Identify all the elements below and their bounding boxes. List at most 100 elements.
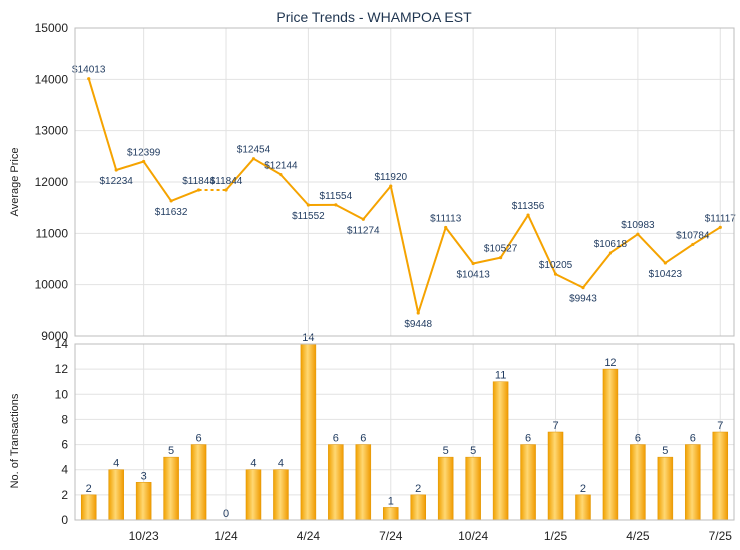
price-labels: $14013 $12234 $12399 $11632 $11844$11844 $124… (72, 65, 736, 330)
price-point-label: $11844 (182, 176, 215, 187)
price-line (87, 78, 721, 314)
price-point (389, 184, 393, 188)
price-point-label: $10423 (649, 269, 683, 280)
price-point-label: $12399 (127, 148, 161, 159)
transactions-y-tick-label: 4 (61, 463, 68, 477)
price-point-label: $9448 (404, 319, 432, 330)
price-y-tick-label: 9000 (41, 329, 68, 343)
transaction-bar-label: 2 (580, 483, 586, 495)
price-point (361, 217, 365, 221)
price-point (499, 256, 503, 260)
price-y-tick-label: 14000 (35, 72, 69, 86)
price-line-segment (692, 226, 721, 246)
price-point-label: $10618 (594, 239, 628, 250)
price-point-label: $12144 (264, 161, 298, 172)
transaction-bar (245, 469, 262, 521)
price-axis-title: Average Price (9, 148, 21, 217)
transaction-bar-label: 7 (717, 420, 723, 432)
price-line-segment (335, 204, 364, 221)
price-point (334, 203, 338, 207)
price-line-segment (472, 256, 501, 265)
price-point (444, 225, 448, 230)
transaction-bar-label: 4 (250, 458, 256, 470)
transaction-bar (328, 444, 344, 521)
transaction-bar (712, 431, 729, 521)
price-y-tick-label: 13000 (35, 124, 69, 138)
transaction-bar-label: 3 (141, 470, 147, 482)
price-point-label: $11844 (210, 176, 243, 187)
transaction-bar (135, 482, 152, 521)
transactions-y-tick-label: 12 (55, 362, 69, 376)
price-point (169, 199, 173, 203)
transaction-bar-label: 6 (635, 433, 641, 445)
price-point (718, 225, 722, 229)
transactions-y-ticks: 0 2 4 6 8 10 12 14 (55, 337, 69, 527)
price-line-segment (637, 233, 667, 264)
price-point (636, 232, 640, 236)
transactions-plot-frame (74, 343, 735, 521)
transaction-bar-label: 5 (443, 445, 449, 457)
transaction-bar (657, 456, 674, 521)
transaction-bar-label: 6 (196, 433, 202, 445)
price-point-label: $11117 (705, 213, 737, 224)
transactions-y-tick-label: 0 (61, 513, 68, 527)
price-point (142, 159, 146, 164)
transaction-bar-label: 4 (113, 458, 119, 470)
transaction-bar (163, 456, 179, 521)
price-point-label: $12234 (100, 176, 134, 187)
price-point-label: $11552 (292, 211, 325, 222)
transaction-bar-label: 2 (415, 483, 421, 495)
transaction-bar (602, 368, 619, 521)
price-point-label: $10784 (676, 230, 710, 241)
x-tick-label: 10/24 (458, 529, 488, 543)
transaction-bar (685, 444, 701, 521)
transaction-bar (575, 494, 591, 521)
price-point-label: $9943 (569, 294, 597, 305)
price-point (608, 251, 613, 255)
transaction-bar (520, 444, 536, 521)
transaction-bar (273, 469, 289, 521)
price-y-tick-label: 15000 (35, 21, 69, 35)
transaction-bar (355, 444, 372, 521)
x-tick-label: 4/25 (626, 529, 650, 543)
price-point-label: $10983 (621, 220, 655, 231)
price-grid (75, 27, 734, 337)
x-ticks: 10/23 1/24 4/24 7/24 10/24 1/25 4/25 7/25 (129, 529, 733, 543)
price-point-label: $14013 (72, 65, 106, 76)
x-tick-label: 7/24 (379, 529, 403, 543)
price-line-segment (389, 185, 420, 314)
price-line-segment (555, 273, 584, 289)
transactions-y-tick-label: 10 (55, 387, 69, 401)
transaction-bar (465, 456, 481, 521)
transaction-bar (108, 469, 124, 521)
price-point-label: $10527 (484, 244, 518, 255)
price-line-segment (499, 214, 529, 259)
transaction-bar-label: 11 (495, 370, 506, 382)
price-point-label: $11554 (320, 191, 353, 202)
price-point (553, 272, 558, 276)
chart-title: Price Trends - WHAMPOA EST (276, 9, 472, 25)
x-tick-label: 1/24 (214, 529, 238, 543)
price-line-segment (362, 185, 392, 220)
price-line-segment (664, 243, 694, 264)
x-tick-label: 10/23 (129, 529, 159, 543)
transactions-y-tick-label: 14 (55, 337, 69, 351)
transaction-bar-label: 4 (278, 458, 284, 470)
transaction-bar (383, 507, 399, 521)
price-point-label: $11920 (374, 172, 407, 183)
price-plot-frame (74, 27, 735, 337)
price-point (691, 242, 695, 247)
price-point (87, 77, 91, 81)
price-point-label: $10205 (539, 260, 573, 271)
price-point (581, 285, 585, 290)
x-tick-label: 1/25 (544, 529, 568, 543)
price-line-segment (87, 78, 118, 171)
price-point-label: $11632 (155, 207, 188, 218)
transaction-bar (80, 494, 97, 521)
transaction-bar-label: 0 (223, 508, 229, 520)
price-point (663, 261, 667, 265)
transaction-bar-label: 7 (552, 420, 558, 432)
price-line-segment (170, 189, 199, 202)
